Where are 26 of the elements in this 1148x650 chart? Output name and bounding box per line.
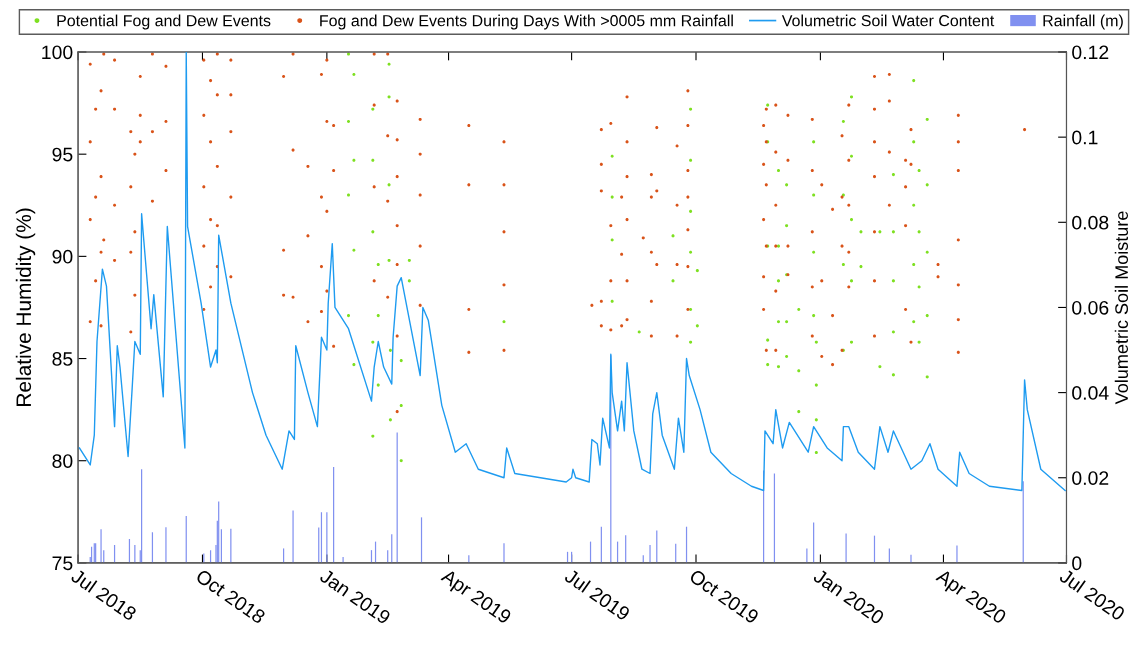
x-tick-label: Apr 2020 (933, 568, 1008, 628)
y-tick-label: 80 (52, 454, 73, 468)
y2-tick-label: 0.08 (1072, 215, 1109, 230)
x-tick-label: Jul 2019 (563, 567, 632, 622)
x-tick-label: Apr 2019 (438, 568, 513, 628)
y-tick-label: 85 (52, 352, 73, 366)
x-tick-label: Jan 2019 (318, 568, 392, 625)
legend-label: Potential Fog and Dew Events (57, 14, 271, 30)
y2-tick-label: 0 (1072, 556, 1082, 571)
y-axis-title: Relative Humidity (%) (15, 208, 36, 406)
y2-tick-label: 0.04 (1072, 386, 1109, 400)
x-tick-label: Oct 2019 (688, 568, 760, 625)
legend-label: Fog and Dew Events During Days With >0005 mm Rainfall (320, 14, 733, 30)
x-tick-label: Jan 2020 (812, 568, 886, 625)
legend-label: Rainfall (m) (1043, 14, 1123, 30)
y2-tick-label: 0.02 (1072, 471, 1109, 485)
y2-tick-label: 0.12 (1072, 45, 1109, 60)
y2-axis-title: Volumetric Soil Moisture (1114, 211, 1129, 405)
y-tick-label: 90 (52, 249, 73, 264)
y2-tick-label: 0.1 (1072, 130, 1098, 145)
y-tick-label: 75 (52, 556, 73, 571)
y2-tick-label: 0.06 (1072, 300, 1109, 315)
y-tick-label: 100 (42, 45, 73, 60)
x-tick-label: Oct 2018 (195, 568, 267, 625)
legend-label: Volumetric Soil Water Content (781, 14, 995, 27)
y-tick-label: 95 (52, 147, 73, 162)
